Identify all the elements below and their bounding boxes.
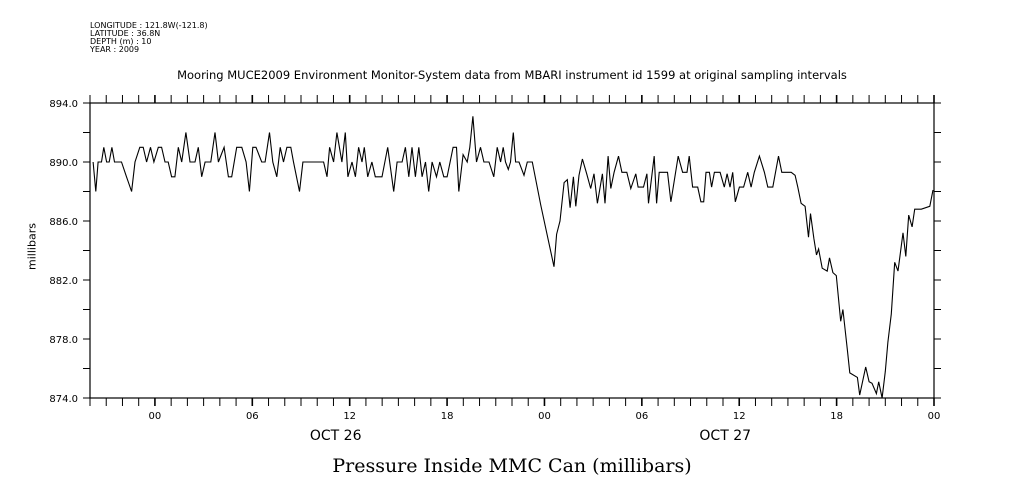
y-tick-label: 886.0 [49, 217, 78, 228]
y-tick-label: 894.0 [49, 99, 78, 110]
depth-label: DEPTH (m) : 10 [90, 37, 152, 46]
x-tick-label: 06 [635, 411, 648, 422]
year-label: YEAR : 2009 [90, 45, 140, 54]
x-axis-title: Pressure Inside MMC Can (millibars) [332, 455, 692, 477]
x-tick-label: 00 [928, 411, 941, 422]
pressure-series-line [92, 116, 934, 399]
y-tick-label: 874.0 [49, 394, 78, 405]
x-tick-label: 12 [343, 411, 356, 422]
chart-title: Mooring MUCE2009 Environment Monitor-Sys… [177, 68, 847, 82]
x-tick-label: 00 [149, 411, 162, 422]
x-tick-label: 06 [246, 411, 259, 422]
y-tick-label: 890.0 [49, 158, 78, 169]
x-tick-label: 00 [538, 411, 551, 422]
latitude-label: LATITUDE : 36.8N [90, 29, 161, 38]
x-tick-label: 18 [830, 411, 843, 422]
x-tick-label: 12 [733, 411, 746, 422]
date-label: OCT 26 [310, 428, 362, 444]
date-label: OCT 27 [699, 428, 751, 444]
y-tick-label: 878.0 [49, 335, 78, 346]
longitude-label: LONGITUDE : 121.8W(-121.8) [90, 21, 208, 30]
y-tick-label: 882.0 [49, 276, 78, 287]
x-tick-label: 18 [441, 411, 454, 422]
